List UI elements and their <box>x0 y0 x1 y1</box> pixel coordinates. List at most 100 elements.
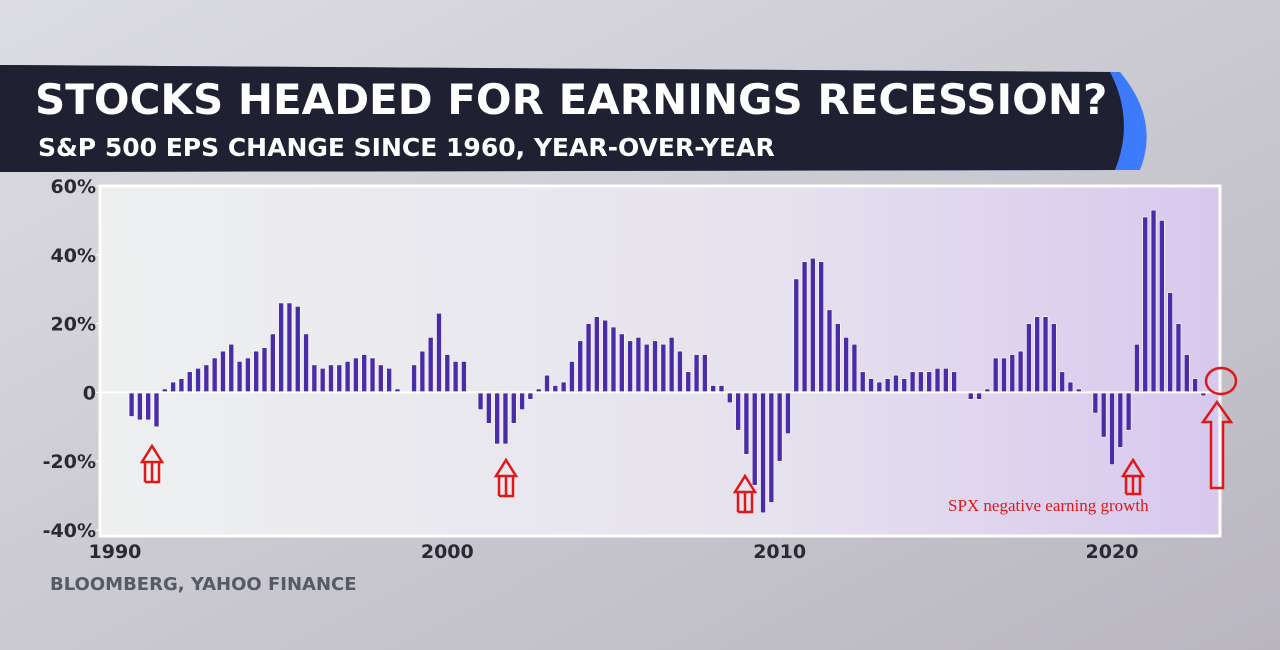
bar <box>286 302 293 393</box>
arrow <box>493 457 519 498</box>
bar <box>851 343 858 393</box>
bar <box>801 261 808 393</box>
bar <box>510 392 517 424</box>
bar <box>909 371 916 393</box>
bar <box>743 392 750 455</box>
arrow <box>139 443 165 484</box>
bar <box>245 357 251 393</box>
bar <box>627 340 633 393</box>
bar <box>1167 292 1173 393</box>
bar <box>1117 392 1124 448</box>
bar <box>693 354 700 393</box>
bar <box>361 354 368 393</box>
bar <box>702 354 708 393</box>
bar <box>552 385 559 393</box>
bar <box>444 354 451 393</box>
bar <box>1159 220 1165 393</box>
bar <box>835 323 841 393</box>
bar <box>992 357 999 393</box>
chart-title: STOCKS HEADED FOR EARNINGS RECESSION? <box>35 75 1107 124</box>
x-tick-label: 1990 <box>89 541 142 563</box>
bar <box>253 350 259 393</box>
bar <box>967 392 974 400</box>
bar <box>1100 392 1107 438</box>
title-banner <box>0 65 1124 172</box>
bar <box>776 392 783 462</box>
bar <box>859 371 866 393</box>
x-tick-label: 2020 <box>1086 541 1139 563</box>
bar <box>186 371 193 393</box>
bar <box>893 374 899 393</box>
bar <box>1150 209 1157 393</box>
marks <box>100 209 1220 514</box>
bar <box>411 364 417 393</box>
bar <box>486 392 492 424</box>
bar <box>461 361 467 393</box>
bar <box>751 392 758 486</box>
y-tick-label: 20% <box>51 314 96 336</box>
arrow <box>732 473 758 514</box>
bar <box>1042 316 1049 393</box>
bar <box>477 392 484 410</box>
bar <box>926 371 932 393</box>
bar <box>1125 392 1132 431</box>
bar <box>427 337 434 393</box>
bar <box>378 364 384 393</box>
bar <box>353 357 359 393</box>
bar <box>610 326 617 393</box>
x-tick-label: 2000 <box>421 541 474 563</box>
bar <box>710 385 716 393</box>
bar <box>153 392 160 428</box>
bar <box>868 378 874 393</box>
bar <box>635 337 642 393</box>
bar <box>1192 378 1198 393</box>
bar <box>668 337 675 393</box>
bar <box>278 302 284 393</box>
bar <box>270 333 276 393</box>
bar <box>519 392 525 410</box>
bar <box>685 371 692 393</box>
bar <box>943 368 949 393</box>
bar <box>494 392 500 445</box>
bar <box>544 374 550 393</box>
bar <box>818 261 824 393</box>
bar <box>137 392 143 421</box>
bar <box>768 392 775 503</box>
bar <box>1026 323 1032 393</box>
arrows <box>139 366 1238 514</box>
bar <box>718 385 725 393</box>
bar <box>261 347 268 393</box>
bar <box>735 392 741 431</box>
bar <box>319 368 326 393</box>
y-tick-label: 60% <box>51 176 96 198</box>
arrow <box>1200 399 1234 490</box>
bar <box>170 381 176 393</box>
bar <box>1067 381 1074 393</box>
bar <box>203 364 210 393</box>
bar <box>502 392 509 445</box>
y-tick-label: -20% <box>43 451 96 473</box>
source: BLOOMBERG, YAHOO FINANCE <box>50 574 357 595</box>
bar <box>1183 354 1190 393</box>
bar <box>976 392 982 400</box>
bar <box>1134 343 1140 393</box>
bar <box>602 319 608 393</box>
bar <box>336 364 343 393</box>
y-tick-label: 40% <box>51 245 96 267</box>
highlight-circle <box>1204 366 1238 396</box>
bar <box>1175 323 1182 393</box>
bar <box>652 340 658 393</box>
bar <box>195 368 201 393</box>
bar <box>1034 316 1041 393</box>
bar <box>760 392 766 514</box>
bar <box>643 343 650 393</box>
bar <box>436 312 442 393</box>
bar <box>527 392 534 400</box>
bar <box>145 392 151 421</box>
bar <box>294 306 301 393</box>
bar <box>785 392 791 434</box>
bar <box>1017 350 1024 393</box>
bar <box>826 309 833 393</box>
